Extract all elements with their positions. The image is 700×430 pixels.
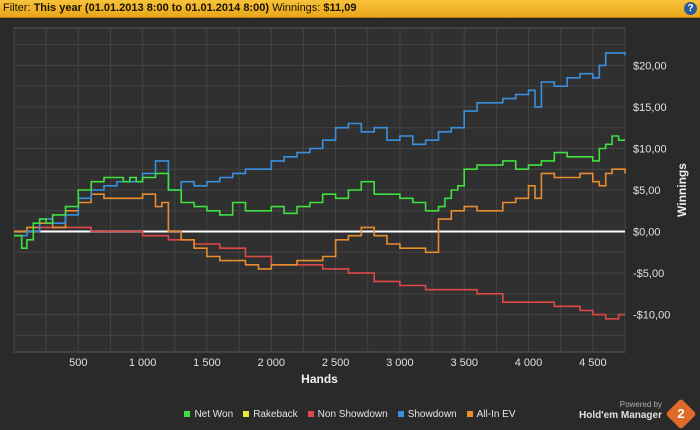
- x-tick-label: 4 500: [579, 357, 607, 369]
- winnings-chart: 500 1 000 1 500 2 000 2 500 3 000 3 500 4 000 4 …: [0, 18, 700, 408]
- legend-swatch: [243, 411, 249, 417]
- y-tick-label: $0,00: [633, 227, 661, 239]
- y-tick-label: -$10,00: [633, 310, 670, 322]
- legend-label: Showdown: [408, 409, 457, 420]
- x-tick-label: 3 000: [386, 357, 414, 369]
- legend-label: Net Won: [194, 409, 233, 420]
- x-tick-label: 1 500: [193, 357, 221, 369]
- legend-item-all-in-ev[interactable]: All-In EV: [467, 409, 516, 420]
- winnings-value: $11,09: [323, 2, 356, 14]
- filter-summary: Filter: This year (01.01.2013 8:00 to 01…: [3, 2, 356, 14]
- y-tick-label: $10,00: [633, 143, 667, 155]
- x-axis-label: Hands: [301, 372, 338, 386]
- winnings-label: Winnings:: [272, 2, 320, 14]
- filter-value[interactable]: This year (01.01.2013 8:00 to 01.01.2014…: [34, 2, 269, 14]
- legend-swatch: [184, 411, 190, 417]
- x-tick-label: 3 500: [450, 357, 478, 369]
- legend-swatch: [467, 411, 473, 417]
- x-tick-label: 2 000: [257, 357, 285, 369]
- help-icon[interactable]: ?: [684, 2, 697, 15]
- filter-bar: Filter: This year (01.01.2013 8:00 to 01…: [0, 0, 700, 18]
- legend-swatch: [398, 411, 404, 417]
- y-tick-label: $15,00: [633, 102, 667, 114]
- y-tick-label: -$5,00: [633, 268, 664, 280]
- y-tick-label: $20,00: [633, 60, 667, 72]
- x-tick-label: 4 000: [515, 357, 543, 369]
- legend-item-net-won[interactable]: Net Won: [184, 409, 233, 420]
- legend-swatch: [308, 411, 314, 417]
- legend-label: Rakeback: [253, 409, 297, 420]
- legend-item-non-showdown[interactable]: Non Showdown: [308, 409, 388, 420]
- filter-label: Filter:: [3, 2, 31, 14]
- x-tick-label: 2 500: [322, 357, 350, 369]
- legend-label: All-In EV: [477, 409, 516, 420]
- product-name: Hold'em Manager: [579, 410, 662, 422]
- legend-label: Non Showdown: [318, 409, 388, 420]
- x-tick-label: 1 000: [129, 357, 157, 369]
- hm2-logo-number: 2: [670, 403, 692, 425]
- x-tick-label: 500: [69, 357, 87, 369]
- legend-item-rakeback[interactable]: Rakeback: [243, 409, 297, 420]
- y-axis-label: Winnings: [675, 163, 689, 217]
- powered-by-text: Powered by: [579, 400, 662, 410]
- y-tick-label: $5,00: [633, 185, 661, 197]
- legend-item-showdown[interactable]: Showdown: [398, 409, 457, 420]
